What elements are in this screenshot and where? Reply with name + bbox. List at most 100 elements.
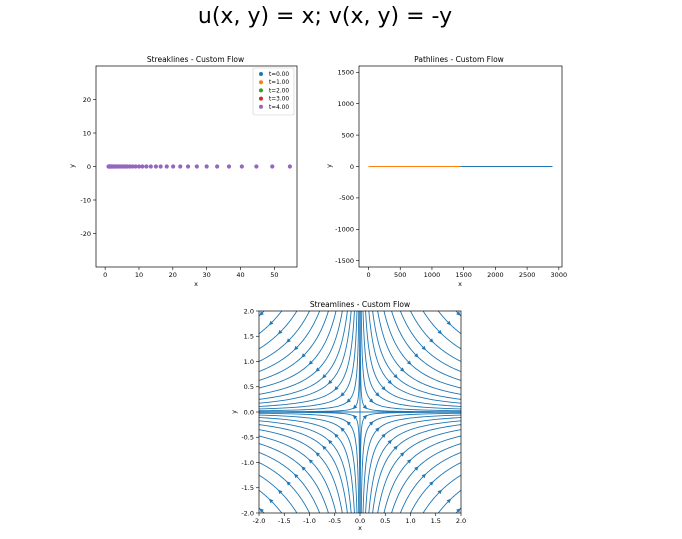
legend-label: t=4.00 [269,105,289,111]
streamline-arrow [301,466,306,471]
streamlines-xtick-label: 2.0 [456,517,466,525]
pathlines-ytick-label: 0 [350,163,354,171]
streamline-arrow [368,398,374,403]
legend-marker [259,104,263,109]
streamlines-ytick-label: 1.0 [244,358,254,366]
streamlines-xtick-label: 1.5 [431,517,441,525]
pathlines-xtick-label: 1500 [455,271,472,279]
streamlines-panel: Streamlines - Custom Flow -2.0 -1.5 -1.0 -0… [230,300,466,532]
streamline [422,311,461,350]
streamline-arrow [437,329,442,335]
streaklines-legend: t=0.00 t=1.00 t=2.00 t=3.00 t=4.00 [252,67,295,116]
streamlines-ytick-label: 0.5 [244,383,254,391]
streamline [259,311,298,350]
pathlines-xtick-label: 2000 [487,271,504,279]
streamline-arrow [346,421,352,426]
legend-marker [259,72,263,76]
streamline-arrow [294,473,299,479]
streakline-point [270,164,275,169]
streakline-point [133,164,138,169]
streakline-point [239,164,244,169]
streamlines-xtick-label: -2.0 [253,517,266,525]
streamlines-xtick-label: 0.5 [380,517,390,525]
streamline [422,474,461,513]
streakline-point [254,164,259,169]
streamline [259,311,310,362]
streamline-arrow [259,508,264,513]
streamline [259,462,310,513]
streamline-arrow [352,414,358,420]
streamline-arrow [308,360,314,365]
streamline-arrow [456,311,461,316]
legend-label: t=3.00 [269,97,289,103]
streamline [259,412,360,513]
streakline-point [226,164,232,169]
pathlines-xtick-label: 3000 [551,271,568,279]
streamline-arrow [322,445,327,451]
streakline-point [136,164,142,169]
pathlines-xtick-label: 1000 [424,271,441,279]
streaklines-title: Streaklines - Custom Flow [147,55,244,64]
streamline [359,311,461,413]
streamline-arrow [334,433,339,439]
streamline [360,412,461,513]
streamline-arrow [421,473,426,479]
streakline-point [158,164,163,169]
pathlines-ylabel: y [325,164,333,168]
streamline-arrow [286,338,291,343]
streaklines-plot-area: 0 10 20 30 40 50 -20 -10 0 10 20 t=0.00 t=1.00 t=2.00… [80,65,298,279]
streaklines-ytick-label: 0 [87,163,91,171]
streaklines-xtick-label: 40 [236,271,244,279]
streamline-arrow [399,452,405,457]
pathlines-plot-area: 0 500 1000 1500 2000 2500 3000 -1500 -1000 -500 0 5… [335,65,568,279]
streamlines-xtick-label: -1.5 [278,517,291,525]
pathlines-xtick-label: 500 [394,271,406,279]
streamlines-frame [258,310,462,514]
pathlines-ytick-label: -1500 [335,257,354,265]
streamline-arrow [301,353,306,358]
streamline-arrow [437,489,442,495]
streamline-arrow [414,466,419,471]
streamline-arrow [381,385,386,391]
streaklines-xlabel: x [194,280,198,288]
streamline-arrow [393,445,398,451]
streamlines-xtick-label: 0.0 [355,517,365,525]
pathlines-ytick-label: 1500 [337,69,354,77]
streamlines-xtick-label: -1.0 [303,517,316,525]
streamline-arrow [322,373,327,379]
streamlines-ylabel: y [230,410,238,414]
streakline-point [140,164,145,169]
streamline [259,417,355,513]
streamline-arrow [406,459,412,464]
streamlines-ytick-label: -0.5 [241,434,254,442]
legend-label: t=2.00 [269,88,289,94]
streamline [259,474,298,513]
streamlines-plot-area: -2.0 -1.5 -1.0 -0.5 0.0 0.5 1.0 1.5 2.0 -2.0 -1.5 -… [241,307,466,525]
pathlines-xlabel: x [458,280,462,288]
streamline-arrow [308,459,314,464]
streamline-arrow [315,367,321,372]
streamlines-ytick-label: -1.0 [241,459,254,467]
streamline-arrow [429,338,434,343]
pathlines-xtick-label: 2500 [519,271,536,279]
streamline-arrow [315,452,321,457]
streamline-arrow [340,392,345,397]
streamlines-ytick-label: 1.5 [244,333,254,341]
streamlines-ytick-label: 2.0 [244,307,254,315]
streamline-arrow [456,508,461,513]
streamline [259,411,361,513]
pathlines-panel: Pathlines - Custom Flow 0 500 1000 1500 2000… [325,55,567,288]
streamline [259,311,355,407]
legend-marker [259,80,263,85]
streamlines-xtick-label: 1.0 [405,517,415,525]
streamline-arrow [429,481,434,486]
streaklines-xtick-label: 20 [169,271,177,279]
pathlines-ytick-label: 500 [342,131,354,139]
streamline [365,417,461,513]
streamline [360,311,461,412]
pathlines-ytick-label: -500 [339,194,354,202]
streamline-arrow [446,320,452,326]
streamline-arrow [278,489,283,495]
streakline-point [215,164,220,169]
